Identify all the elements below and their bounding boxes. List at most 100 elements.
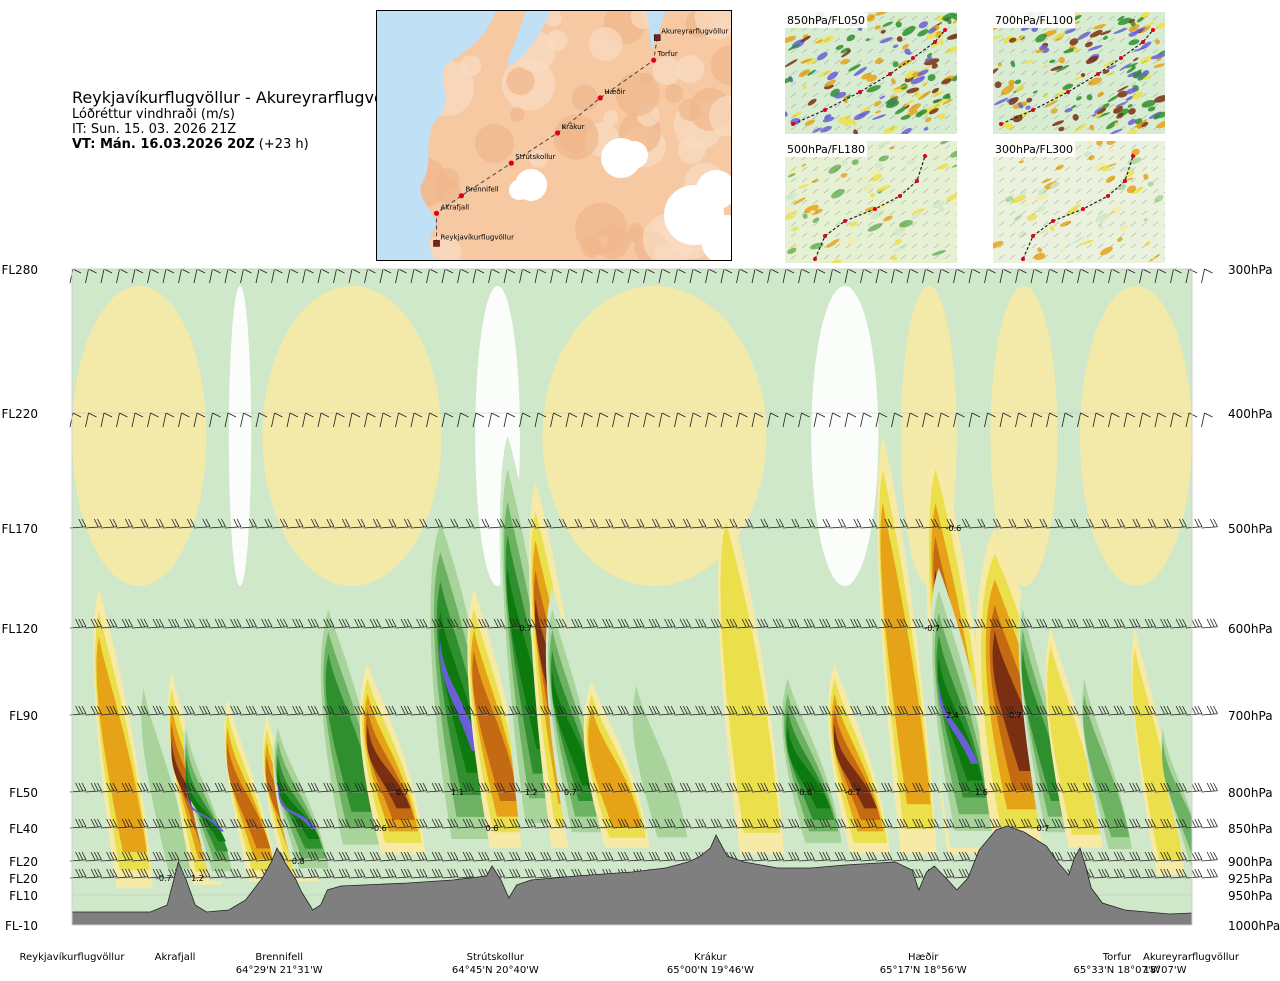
- inset-wind-tick: [1108, 243, 1115, 249]
- inset-wind-tick: [1042, 37, 1049, 43]
- wind-barb: [472, 268, 485, 284]
- map-fjord: [507, 10, 551, 66]
- inset-wind-tick: [1119, 221, 1126, 227]
- inset-wind-tick: [1163, 128, 1165, 131]
- wind-barb: [1201, 618, 1218, 629]
- wind-barb: [922, 782, 939, 793]
- inset-field-patch: [1070, 236, 1085, 245]
- inset-field-patch: [834, 91, 847, 99]
- inset-wind-tick: [1086, 59, 1093, 65]
- inset-field-patch: [791, 111, 802, 118]
- wind-barb: [1139, 851, 1156, 862]
- wind-barb: [875, 268, 888, 284]
- wind-barb: [1123, 618, 1141, 629]
- inset-wind-tick: [878, 232, 885, 238]
- wind-barb: [503, 705, 521, 716]
- inset-wind-tick: [933, 166, 940, 172]
- wind-barb: [441, 818, 459, 829]
- map-waypoint-label: Torfur: [657, 50, 678, 58]
- wind-barb: [596, 618, 614, 629]
- location-label: Brennifell: [255, 952, 303, 963]
- inset-wind-tick: [922, 232, 929, 238]
- inset-wind-tick: [933, 114, 940, 120]
- inset-wind-tick: [944, 177, 951, 183]
- wind-barb: [193, 818, 211, 829]
- inset-wind-tick: [1042, 210, 1049, 216]
- inset-wind-tick: [1075, 188, 1082, 194]
- inset-wind-tick: [834, 92, 841, 98]
- inset-wind-tick: [1053, 243, 1060, 249]
- inset-wind-tick: [911, 59, 918, 65]
- wind-barb: [85, 412, 97, 428]
- location-coordinates: 64°45'N 20°40'W: [452, 965, 539, 976]
- inset-field-patch: [891, 78, 896, 85]
- map-terrain-patch: [652, 56, 681, 85]
- inset-wind-tick: [823, 254, 830, 260]
- inset-wind-tick: [1119, 59, 1126, 65]
- inset-wind-tick: [1141, 254, 1148, 260]
- inset-wind-tick: [1031, 70, 1038, 76]
- inset-wind-tick: [933, 221, 940, 227]
- inset-wind-tick: [1163, 84, 1165, 87]
- inset-map-850hpa: 850hPa/FL050: [785, 12, 957, 134]
- wind-barb: [147, 518, 164, 529]
- inset-field-patch: [1126, 177, 1134, 181]
- wind-barb: [581, 782, 598, 793]
- wind-barb: [395, 782, 412, 793]
- inset-wind-tick: [1163, 213, 1165, 216]
- wind-barb: [116, 518, 133, 529]
- wind-barb: [302, 518, 319, 529]
- wind-barb: [379, 618, 397, 629]
- wind-barb: [875, 818, 893, 829]
- inset-field-patch: [802, 213, 808, 219]
- wind-barb: [658, 705, 676, 716]
- wind-barb: [1046, 618, 1063, 629]
- contour-value-label: 0.6: [486, 824, 499, 833]
- inset-wind-tick: [998, 221, 1005, 227]
- wind-barb: [922, 705, 939, 716]
- flight-level-label: FL-10: [5, 919, 38, 933]
- inset-wind-tick: [1031, 81, 1038, 87]
- pressure-level-label: 925hPa: [1228, 872, 1273, 886]
- wind-barb: [162, 851, 180, 862]
- inset-wind-tick: [1141, 166, 1148, 172]
- inset-field-patch: [1037, 205, 1046, 212]
- wind-barb: [968, 412, 981, 428]
- inset-field-patch: [801, 163, 807, 167]
- inset-wind-tick: [1108, 221, 1115, 227]
- inset-wind-tick: [790, 210, 797, 216]
- map-waypoint-label: Brennifell: [465, 186, 498, 194]
- wind-barb: [1170, 412, 1182, 428]
- inset-wind-tick: [867, 232, 874, 238]
- inset-wind-tick: [856, 48, 863, 54]
- wind-barb: [426, 851, 443, 862]
- inset-field-patch: [814, 39, 824, 44]
- inset-wind-tick: [1009, 59, 1016, 65]
- wind-barb: [379, 705, 397, 716]
- field-plume: [720, 522, 781, 833]
- wind-barb: [240, 851, 257, 862]
- pressure-level-label: 800hPa: [1228, 786, 1273, 800]
- wind-barb: [457, 868, 474, 879]
- wind-barb: [1154, 705, 1172, 716]
- wind-barb: [984, 782, 1001, 793]
- inset-field-patch: [1119, 63, 1132, 71]
- inset-field-patch: [1012, 115, 1023, 123]
- inset-field-patch: [938, 163, 949, 170]
- wind-barb: [317, 268, 330, 284]
- wind-barb: [612, 268, 624, 284]
- wind-barb: [162, 618, 180, 629]
- inset-field-patch: [928, 27, 937, 34]
- inset-field-patch: [1072, 113, 1079, 121]
- wind-barb: [131, 868, 149, 879]
- inset-wind-tick: [1119, 103, 1126, 109]
- inset-field-patch: [1147, 181, 1154, 187]
- wind-barb: [379, 268, 392, 284]
- inset-field-patch: [875, 110, 882, 114]
- wind-barb: [209, 818, 226, 829]
- inset-wind-tick: [867, 59, 874, 65]
- wind-barb: [364, 705, 381, 716]
- inset-wind-tick: [889, 59, 896, 65]
- wind-barb: [627, 412, 640, 428]
- inset-field-patch: [812, 217, 820, 223]
